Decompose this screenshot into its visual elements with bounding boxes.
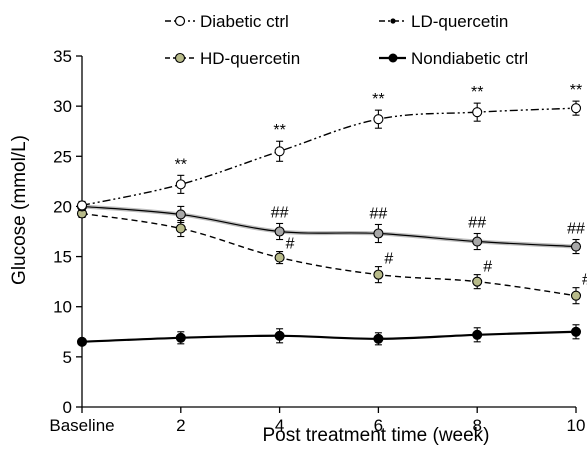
data-point: [274, 252, 285, 263]
legend-item-diabetic-ctrl: Diabetic ctrl: [165, 12, 289, 31]
x-axis-title: Post treatment time (week): [262, 425, 489, 446]
x-tick-label: 4: [275, 416, 284, 435]
y-axis-title: Glucose (mmol/L): [9, 135, 30, 285]
data-point: [373, 114, 384, 125]
significance-label: **: [273, 122, 285, 139]
series-line: [81, 107, 577, 207]
series-diabetic-ctrl: ** ** ** ** **: [76, 82, 582, 211]
significance-label: ##: [370, 205, 388, 222]
legend-filled-circle-icon: [388, 53, 398, 63]
legend-small-dot-icon: [390, 18, 396, 24]
axes: 0 5 10 15 20 25 30 35 Baseline 2 4 6 8 10: [49, 47, 585, 435]
data-point: [472, 329, 483, 340]
data-point: [373, 269, 384, 280]
legend-open-circle-icon: [174, 15, 186, 27]
legend-item-hd-quercetin: HD-quercetin: [165, 49, 300, 68]
data-point: [570, 103, 582, 114]
series-line-halo: [81, 204, 577, 249]
legend-label-nondiabetic-ctrl: Nondiabetic ctrl: [411, 49, 528, 68]
x-tick-label: 2: [176, 416, 185, 435]
data-point: [570, 326, 582, 337]
series-line: [81, 212, 577, 297]
significance-label: #: [483, 259, 492, 276]
y-tick-label: 25: [53, 147, 72, 166]
data-point: [175, 332, 186, 343]
significance-label: ##: [468, 215, 486, 232]
series-layer: ############**********: [76, 82, 587, 347]
data-point: [373, 228, 384, 239]
series-line: [81, 205, 577, 248]
y-tick-label: 20: [53, 197, 72, 216]
legend-label-hd-quercetin: HD-quercetin: [200, 49, 300, 68]
y-tick-label: 30: [53, 97, 72, 116]
data-point: [472, 107, 483, 118]
series-line: [81, 330, 577, 343]
significance-label: #: [286, 236, 295, 253]
legend-item-ld-quercetin: LD-quercetin: [379, 12, 508, 31]
significance-label: ##: [567, 221, 585, 238]
significance-label: **: [175, 156, 187, 173]
y-tick-label: 0: [63, 398, 72, 417]
significance-label: #: [582, 272, 587, 289]
data-point: [76, 200, 88, 211]
series-ld-quercetin: ## ## ## ##: [76, 201, 585, 255]
data-point: [274, 146, 285, 157]
data-point: [274, 330, 285, 341]
x-tick-label: 8: [472, 416, 481, 435]
data-point: [175, 223, 186, 234]
data-point: [76, 336, 88, 347]
y-tick-label: 35: [53, 47, 72, 66]
data-point: [570, 241, 582, 252]
data-point: [373, 333, 384, 344]
y-tick-label: 5: [63, 348, 72, 367]
y-tick-label: 10: [53, 298, 72, 317]
data-point: [274, 226, 285, 237]
significance-label: ##: [271, 204, 289, 221]
legend-label-diabetic-ctrl: Diabetic ctrl: [200, 12, 289, 31]
y-tick-label: 15: [53, 248, 72, 267]
legend: Diabetic ctrl LD-quercetin HD-quercetin …: [165, 12, 528, 68]
legend-item-nondiabetic-ctrl: Nondiabetic ctrl: [379, 49, 528, 68]
x-tick-label: Baseline: [49, 416, 114, 435]
x-tick-label: 6: [374, 416, 383, 435]
data-point: [472, 276, 483, 287]
data-point: [175, 209, 186, 220]
legend-olive-circle-icon: [174, 52, 186, 64]
series-nondiabetic-ctrl: [76, 324, 582, 347]
data-point: [570, 290, 582, 301]
x-tick-label: 10: [567, 416, 586, 435]
significance-label: **: [471, 84, 483, 101]
significance-label: **: [570, 82, 582, 99]
series-hd-quercetin: ####: [76, 208, 587, 305]
legend-label-ld-quercetin: LD-quercetin: [411, 12, 508, 31]
significance-label: **: [372, 91, 384, 108]
data-point: [472, 236, 483, 247]
significance-label: #: [384, 251, 393, 268]
data-point: [175, 179, 186, 190]
